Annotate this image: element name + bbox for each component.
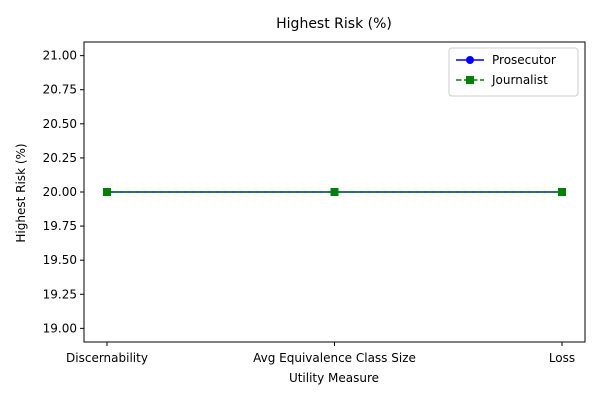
- y-tick-label: 20.00: [43, 185, 77, 199]
- y-tick-label: 19.50: [43, 253, 77, 267]
- legend-marker: [466, 56, 474, 64]
- x-tick-label: Discernability: [66, 351, 148, 365]
- y-tick-label: 21.00: [43, 49, 77, 63]
- legend-marker: [466, 76, 474, 84]
- legend-item: Journalist: [456, 73, 548, 87]
- y-tick-label: 20.50: [43, 117, 77, 131]
- data-point: [558, 188, 566, 196]
- y-tick-label: 19.75: [43, 219, 77, 233]
- y-tick-label: 20.75: [43, 83, 77, 97]
- legend-label: Prosecutor: [492, 53, 556, 67]
- x-axis-label: Utility Measure: [289, 371, 379, 385]
- data-point: [103, 188, 111, 196]
- series-layer: [103, 188, 566, 196]
- y-axis-ticks: 19.00 19.25 19.50 19.75 20.00 20.25 20.50 20.75…: [43, 49, 84, 335]
- x-tick-label: Avg Equivalence Class Size: [253, 351, 416, 365]
- chart-title: Highest Risk (%): [276, 16, 392, 32]
- data-point: [330, 188, 339, 196]
- x-tick-label: Loss: [549, 351, 575, 365]
- y-tick-label: 19.00: [43, 321, 77, 335]
- x-axis-ticks: Discernability Avg Equivalence Class Size…: [66, 342, 575, 365]
- legend-item: Prosecutor: [456, 53, 556, 67]
- y-tick-label: 19.25: [43, 287, 77, 301]
- legend: Prosecutor Journalist: [448, 47, 579, 97]
- y-tick-label: 20.25: [43, 151, 77, 165]
- y-axis-label: Highest Risk (%): [14, 143, 28, 242]
- series-journalist: [103, 188, 566, 196]
- legend-label: Journalist: [491, 73, 548, 87]
